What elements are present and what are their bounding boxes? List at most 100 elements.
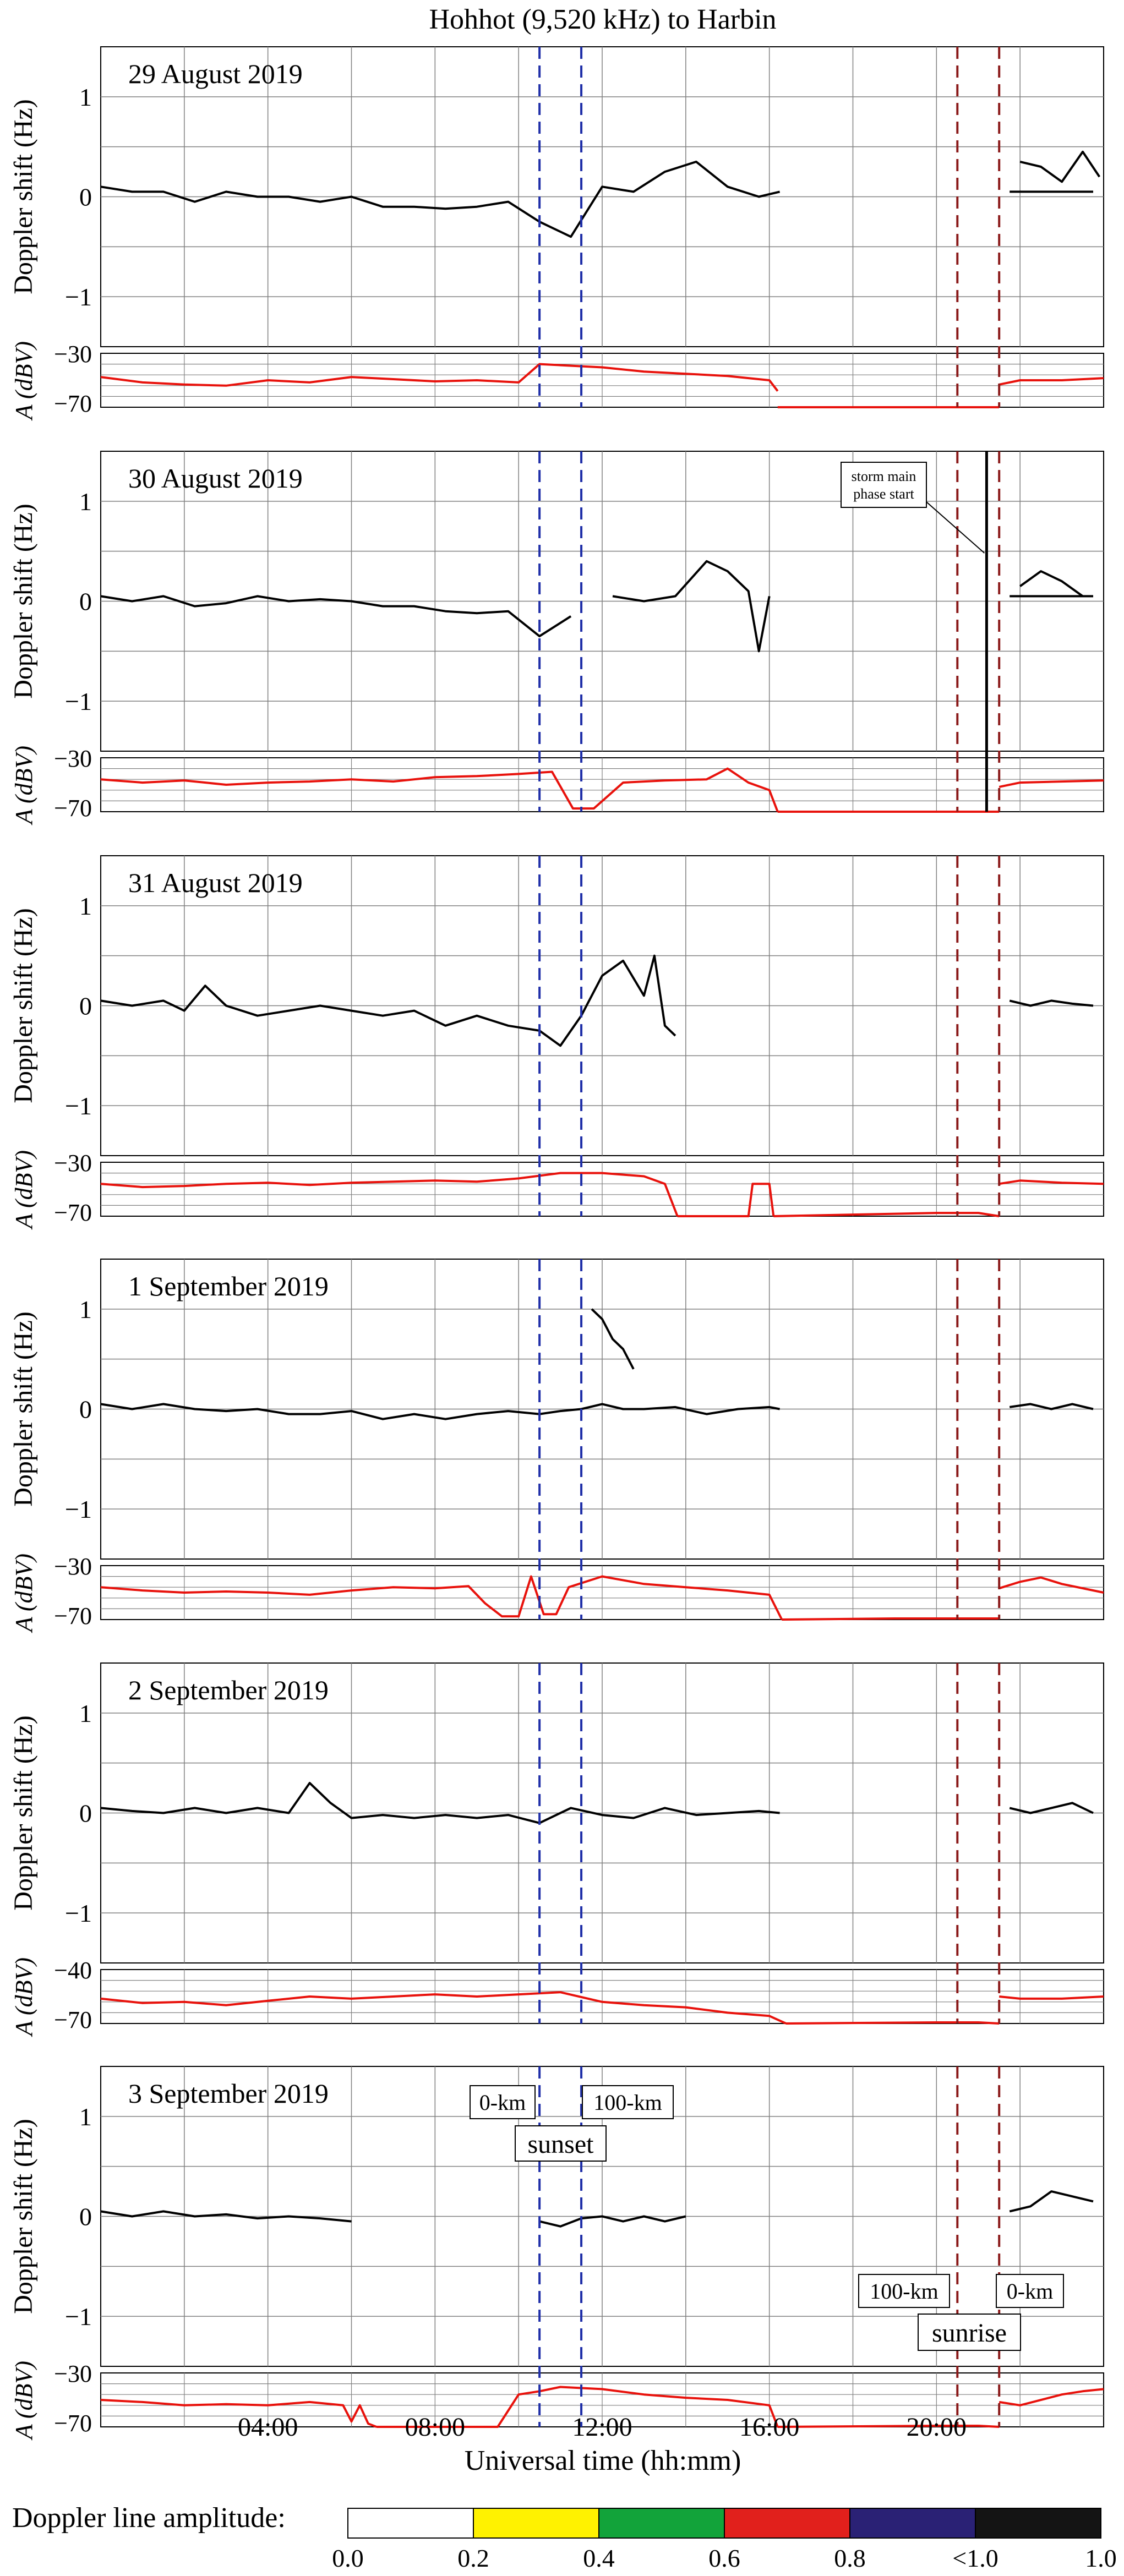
- doppler-ylabel: Doppler shift (Hz): [9, 99, 38, 294]
- amplitude-trace: [100, 767, 779, 812]
- amplitude-ytick-label: −70: [54, 1199, 92, 1226]
- x-tick-label: 16:00: [739, 2413, 799, 2442]
- amplitude-trace: [998, 1576, 1104, 1594]
- storm-label-text: storm main: [852, 468, 916, 484]
- amplitude-ytick-label: −30: [54, 1150, 92, 1177]
- doppler-ytick-label: 1: [79, 83, 92, 111]
- x-axis-label: Universal time (hh:mm): [465, 2445, 741, 2476]
- colorbar-segment: [849, 2508, 976, 2539]
- storm-label-text: phase start: [853, 486, 914, 502]
- sunrise-0km-label-box: [996, 2274, 1064, 2308]
- storm-label-box: [841, 462, 927, 508]
- doppler-trace: [1019, 570, 1084, 598]
- amplitude-trace: [100, 363, 779, 392]
- doppler-ylabel: Doppler shift (Hz): [9, 908, 38, 1103]
- amplitude-trace: [998, 779, 1104, 788]
- sunrise-0km-label: 0-km: [1007, 2279, 1053, 2304]
- doppler-ytick-label: 1: [79, 1699, 92, 1727]
- amplitude-ylabel: A (dBV): [10, 1554, 37, 1633]
- amplitude-ytick-label: −30: [54, 2360, 92, 2387]
- doppler-ytick-label: 1: [79, 1295, 92, 1323]
- colorbar-segment: [598, 2508, 725, 2539]
- doppler-trace: [100, 160, 781, 238]
- panel-date: 2 September 2019: [128, 1675, 329, 1705]
- panel-date: 29 August 2019: [128, 58, 303, 89]
- amplitude-ytick-label: −70: [54, 795, 92, 822]
- doppler-trace: [1009, 2190, 1094, 2213]
- amplitude-trace: [782, 1617, 1000, 1621]
- colorbar-tick-label: 0.6: [708, 2544, 740, 2572]
- amplitude-ylabel: A (dBV): [10, 746, 37, 825]
- doppler-ytick-label: −1: [65, 1495, 92, 1523]
- panel-3: 1 0 −1 Doppler shift (Hz) 31 August 2019 −30 −…: [9, 855, 1104, 1230]
- colorbar-tick-label: 0.4: [583, 2544, 615, 2572]
- sunset-label-box: [515, 2125, 607, 2162]
- doppler-ylabel: Doppler shift (Hz): [9, 2119, 38, 2314]
- panel-date: 30 August 2019: [128, 463, 303, 494]
- colorbar-label: Doppler line amplitude:: [12, 2502, 286, 2534]
- doppler-trace: [100, 1403, 780, 1420]
- x-tick-label: 08:00: [405, 2413, 465, 2442]
- amplitude-trace: [377, 2386, 779, 2428]
- panel-1: 1 0 −1 Doppler shift (Hz) 29 August 2019 −30 −…: [9, 46, 1104, 421]
- doppler-ytick-label: 1: [79, 2103, 92, 2131]
- amplitude-trace: [998, 1995, 1104, 2000]
- doppler-trace: [1009, 1403, 1094, 1410]
- doppler-ytick-label: −1: [65, 1092, 92, 1120]
- doppler-trace: [1009, 999, 1094, 1007]
- doppler-ytick-label: 0: [79, 1800, 92, 1828]
- panel-5: 1 0 −1 Doppler shift (Hz) 2 September 2019 −4…: [9, 1662, 1104, 2037]
- amplitude-trace: [100, 1991, 787, 2025]
- amplitude-trace: [100, 1575, 783, 1620]
- colorbar-tick-label: 0.8: [834, 2544, 866, 2572]
- doppler-ytick-label: 0: [79, 183, 92, 211]
- amplitude-ytick-label: −40: [54, 1957, 92, 1984]
- panel-4: 1 0 −1 Doppler shift (Hz) 1 September 2019 −3…: [9, 1259, 1104, 1633]
- sunset-100km-label: 100-km: [593, 2090, 662, 2115]
- amplitude-ytick-label: −70: [54, 2006, 92, 2033]
- amplitude-trace: [998, 1179, 1104, 1185]
- doppler-ytick-label: 1: [79, 488, 92, 516]
- amplitude-ylabel: A (dBV): [10, 341, 37, 421]
- doppler-trace: [100, 595, 572, 638]
- sunrise-label: sunrise: [932, 2318, 1007, 2348]
- colorbar-tick-label: 0.2: [457, 2544, 489, 2572]
- doppler-ytick-label: −1: [65, 2302, 92, 2331]
- doppler-trace: [612, 560, 771, 653]
- colorbar-segment: [724, 2508, 850, 2539]
- x-tick-label: 12:00: [572, 2413, 632, 2442]
- doppler-trace: [100, 1782, 780, 1824]
- x-axis: 04:00 08:00 12:00 16:00 20:00: [238, 2413, 967, 2442]
- amplitude-trace: [100, 1172, 679, 1217]
- panel-6: 1 0 −1 Doppler shift (Hz) 3 September 2019 −3…: [9, 2066, 1104, 2441]
- colorbar-segment: [347, 2508, 474, 2539]
- sunset-0km-label-box: [470, 2085, 536, 2119]
- storm-label-pointer: [926, 501, 985, 554]
- colorbar-tick-label: <1.0: [952, 2544, 998, 2572]
- doppler-ylabel: Doppler shift (Hz): [9, 504, 38, 699]
- sunrise-100km-label-box: [858, 2274, 950, 2308]
- colorbar-tick-label: 1.0: [1085, 2544, 1117, 2572]
- doppler-trace: [591, 1308, 635, 1370]
- amplitude-ytick-label: −70: [54, 390, 92, 417]
- doppler-ytick-label: −1: [65, 1899, 92, 1927]
- amplitude-trace: [785, 2021, 1000, 2025]
- doppler-ytick-label: 0: [79, 588, 92, 616]
- amplitude-ylabel: A (dBV): [10, 1957, 37, 2037]
- amplitude-ytick-label: −30: [54, 1553, 92, 1580]
- sunset-0km-label: 0-km: [479, 2090, 526, 2115]
- x-tick-label: 20:00: [907, 2413, 967, 2442]
- sunrise-100km-label: 100-km: [870, 2279, 938, 2304]
- doppler-trace: [1009, 1802, 1094, 1814]
- doppler-ytick-label: 0: [79, 992, 92, 1020]
- panel-date: 1 September 2019: [128, 1271, 329, 1301]
- colorbar-tick-label: 0.0: [332, 2544, 364, 2572]
- x-tick-label: 04:00: [238, 2413, 298, 2442]
- amplitude-ylabel: A (dBV): [10, 2361, 37, 2441]
- doppler-trace: [100, 954, 676, 1047]
- amplitude-trace: [677, 1183, 775, 1217]
- amplitude-trace: [998, 2388, 1104, 2407]
- colorbar-segment: [473, 2508, 599, 2539]
